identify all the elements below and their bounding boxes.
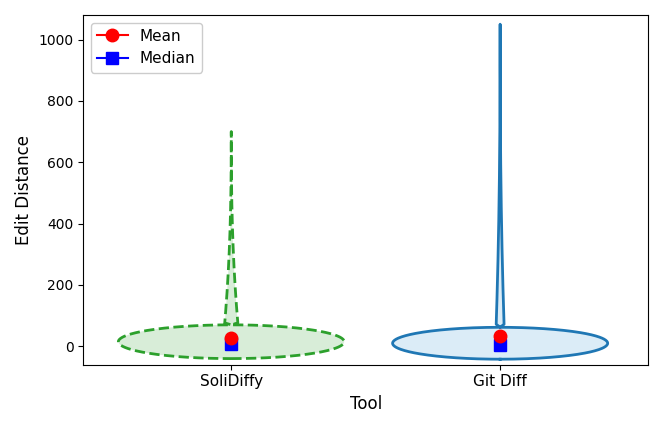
Y-axis label: Edit Distance: Edit Distance bbox=[15, 135, 33, 245]
Polygon shape bbox=[119, 131, 344, 359]
X-axis label: Tool: Tool bbox=[349, 395, 382, 413]
Polygon shape bbox=[392, 24, 608, 359]
Legend: Mean, Median: Mean, Median bbox=[91, 23, 202, 72]
